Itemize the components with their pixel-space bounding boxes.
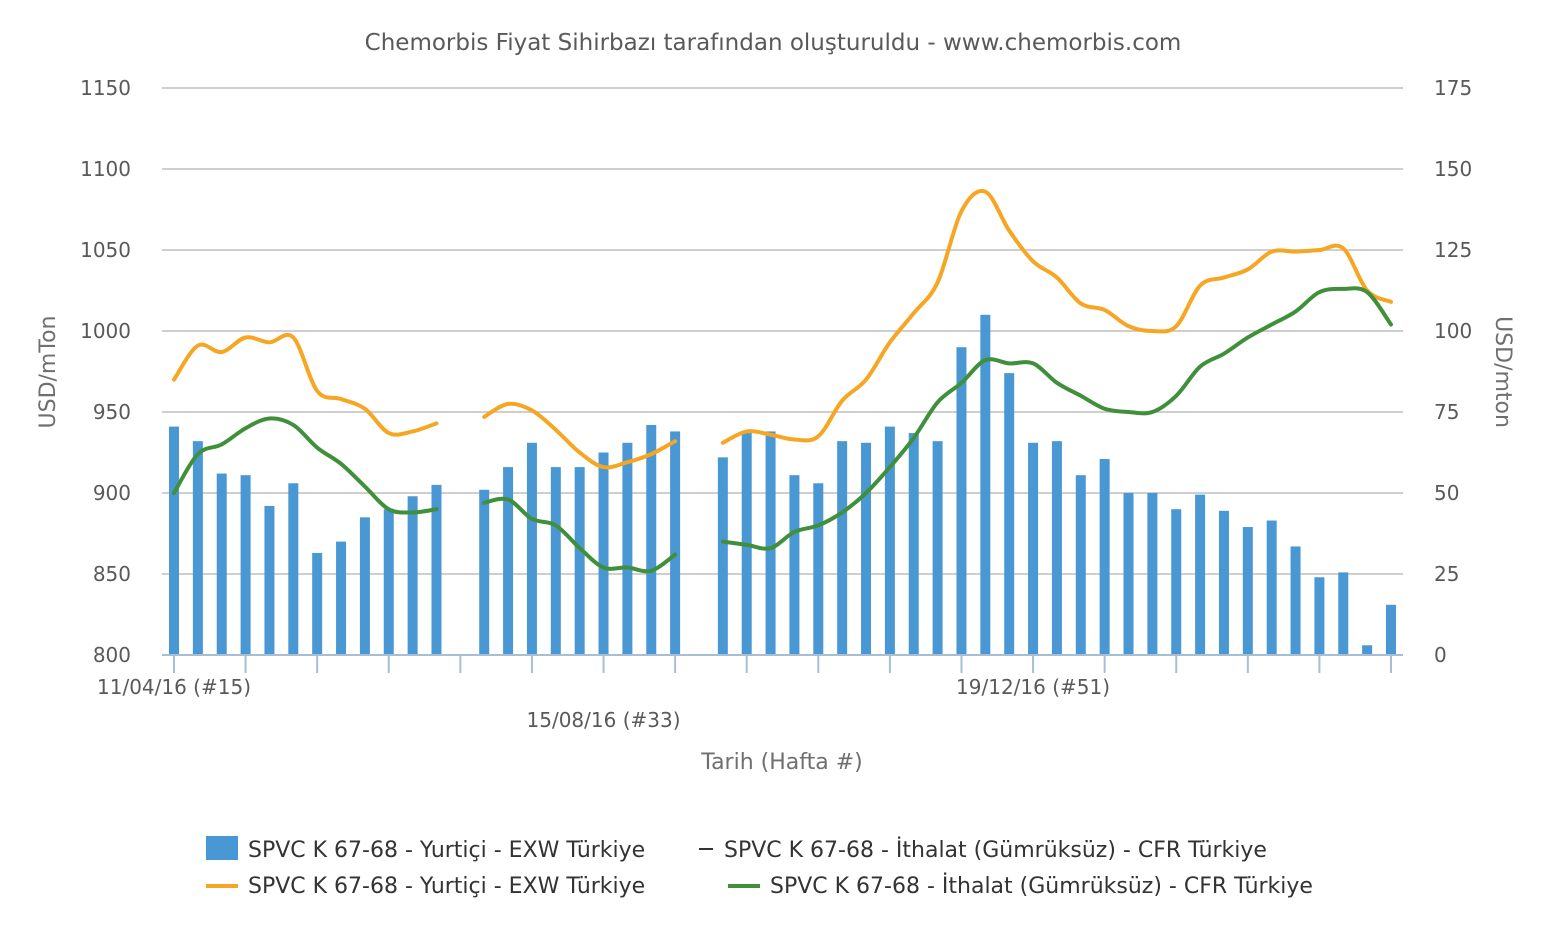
bar-series xyxy=(169,314,1396,655)
x-tick-label: 15/08/16 (#33) xyxy=(527,708,681,732)
bar xyxy=(1099,458,1110,655)
cfr-line-segment xyxy=(720,286,1393,551)
bar xyxy=(407,496,418,655)
bar xyxy=(908,433,919,655)
line-series xyxy=(172,188,1393,574)
x-tick-label: 19/12/16 (#51) xyxy=(956,675,1110,699)
bar xyxy=(1147,493,1158,655)
bar xyxy=(1338,572,1349,655)
bar xyxy=(503,467,514,655)
legend: SPVC K 67-68 - Yurtiçi - EXW Türkiye SPV… xyxy=(206,836,1313,899)
bar xyxy=(1266,520,1277,655)
left-axis-ticks: 800 850 900 950 1000 1050 1100 1150 xyxy=(80,76,131,667)
x-axis: 11/04/16 (#15) 15/08/16 (#33) 19/12/16 (#5… xyxy=(97,654,1403,732)
y2-tick-label: 0 xyxy=(1434,643,1447,667)
cfr-line-segment xyxy=(172,416,439,515)
legend-label: SPVC K 67-68 - İthalat (Gümrüksüz) - CFR… xyxy=(770,873,1313,899)
bar xyxy=(622,442,633,655)
bar xyxy=(479,489,490,655)
bar xyxy=(1171,509,1182,655)
legend-marker-bars xyxy=(206,836,238,860)
y2-tick-label: 125 xyxy=(1434,238,1472,262)
y2-tick-label: 100 xyxy=(1434,319,1472,343)
y2-tick-label: 150 xyxy=(1434,157,1472,181)
legend-item[interactable]: SPVC K 67-68 - İthalat (Gümrüksüz) - CFR… xyxy=(728,873,1313,899)
y-tick-label: 850 xyxy=(93,562,131,586)
exw-line-segment xyxy=(720,188,1393,445)
bar xyxy=(670,431,681,655)
bar xyxy=(526,442,537,655)
y2-tick-label: 25 xyxy=(1434,562,1459,586)
bar xyxy=(1314,577,1325,655)
bar xyxy=(336,541,347,655)
y-tick-label: 800 xyxy=(93,643,131,667)
legend-item[interactable]: SPVC K 67-68 - Yurtiçi - EXW Türkiye xyxy=(206,836,645,863)
bar xyxy=(765,431,776,655)
legend-item[interactable]: SPVC K 67-68 - İthalat (Gümrüksüz) - CFR… xyxy=(699,837,1267,863)
bar xyxy=(1362,645,1373,655)
y-tick-label: 900 xyxy=(93,481,131,505)
right-axis-ticks: 0 25 50 75 100 125 150 175 xyxy=(1434,76,1472,667)
y-axis-title-left: USD/mTon xyxy=(36,316,61,429)
bar xyxy=(1290,546,1301,655)
bar xyxy=(956,347,967,655)
bar xyxy=(1123,493,1134,655)
bar xyxy=(1028,442,1039,655)
bar xyxy=(216,473,227,655)
y-tick-label: 1150 xyxy=(80,76,131,100)
bar xyxy=(312,552,323,655)
legend-label: SPVC K 67-68 - Yurtiçi - EXW Türkiye xyxy=(248,874,645,899)
bar xyxy=(169,426,179,655)
grid-lines xyxy=(162,87,1403,575)
bar xyxy=(884,426,895,655)
exw-line-segment xyxy=(482,401,678,470)
bar xyxy=(1075,475,1086,655)
bar xyxy=(861,442,872,655)
bar xyxy=(646,424,657,655)
y-tick-label: 1100 xyxy=(80,157,131,181)
bar xyxy=(813,483,824,655)
y-tick-label: 1050 xyxy=(80,238,131,262)
bar xyxy=(598,452,609,655)
y-axis-title-right: USD/mton xyxy=(1490,316,1515,428)
bar xyxy=(574,467,585,655)
x-tick-label: 11/04/16 (#15) xyxy=(97,675,251,699)
bar xyxy=(789,475,800,655)
x-axis-title: Tarih (Hafta #) xyxy=(700,750,862,775)
y2-tick-label: 75 xyxy=(1434,400,1459,424)
y2-tick-label: 175 xyxy=(1434,76,1472,100)
y2-tick-label: 50 xyxy=(1434,481,1459,505)
bar xyxy=(980,314,991,655)
bar xyxy=(288,483,299,655)
bar xyxy=(359,517,370,655)
bar xyxy=(1004,373,1015,655)
bar xyxy=(1386,604,1396,655)
bar xyxy=(240,475,251,655)
y-tick-label: 1000 xyxy=(80,319,131,343)
legend-label: SPVC K 67-68 - İthalat (Gümrüksüz) - CFR… xyxy=(724,837,1267,863)
cfr-line-segment xyxy=(482,496,678,574)
chart-title: Chemorbis Fiyat Sihirbazı tarafından olu… xyxy=(365,30,1182,56)
bar xyxy=(932,441,943,655)
bar xyxy=(717,457,728,655)
legend-item[interactable]: SPVC K 67-68 - Yurtiçi - EXW Türkiye xyxy=(206,874,645,899)
bar xyxy=(264,505,275,655)
bar xyxy=(1242,527,1253,655)
bar xyxy=(383,509,394,655)
bar xyxy=(192,441,203,655)
exw-line-segment xyxy=(172,332,439,437)
y-tick-label: 950 xyxy=(93,400,131,424)
bar xyxy=(431,484,442,655)
bar xyxy=(550,467,561,655)
bar xyxy=(1218,510,1229,655)
bar xyxy=(1195,494,1206,655)
legend-label: SPVC K 67-68 - Yurtiçi - EXW Türkiye xyxy=(248,838,645,863)
bar xyxy=(837,441,848,655)
bar xyxy=(1051,441,1062,655)
